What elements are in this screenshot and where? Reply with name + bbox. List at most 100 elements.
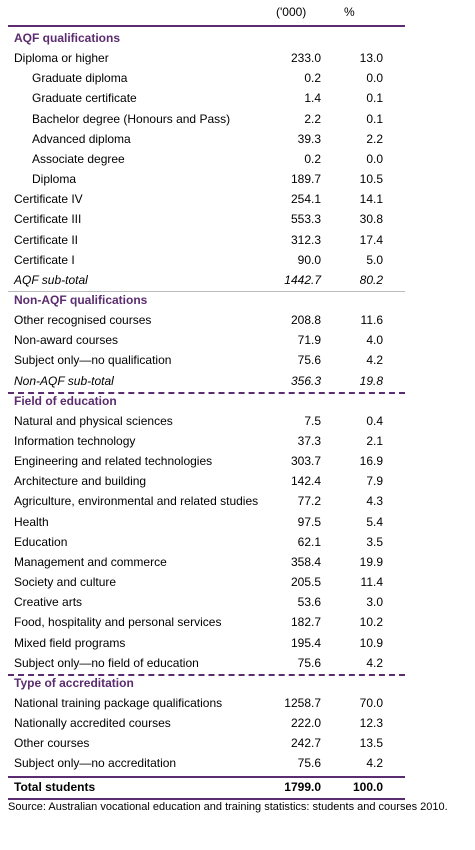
thousands-cell: 77.2 (297, 494, 321, 509)
percent-cell: 10.9 (359, 635, 383, 650)
percent-cell: 4.2 (366, 353, 383, 368)
row-label: Other recognised courses (14, 313, 152, 328)
source-note: Source: Australian vocational education … (8, 800, 448, 813)
table-row: Engineering and related technologies 303.… (8, 451, 405, 471)
row-label: Certificate III (14, 212, 82, 227)
table-row: Other recognised courses 208.8 11.6 (8, 310, 405, 330)
thousands-cell: 2.2 (304, 111, 321, 126)
row-label: Graduate certificate (32, 91, 137, 106)
thousands-cell: 53.6 (297, 595, 321, 610)
row-label: Subject only—no field of education (14, 655, 199, 670)
percent-cell: 11.4 (360, 575, 383, 590)
percent-cell: 0.1 (366, 91, 383, 106)
table-row: AQF sub-total 1442.7 80.2 (8, 270, 405, 290)
thousands-cell: 208.8 (290, 313, 321, 328)
row-label: Other courses (14, 736, 90, 751)
percent-cell: 4.3 (366, 494, 383, 509)
thousands-cell: 358.4 (290, 554, 321, 569)
percent-cell: 5.4 (366, 514, 383, 529)
row-label: Information technology (14, 434, 136, 448)
thousands-cell: 1258.7 (284, 695, 321, 710)
thousands-cell: 75.6 (297, 655, 321, 670)
header-rule (8, 25, 405, 27)
thousands-cell: 90.0 (297, 252, 321, 267)
table-row: Associate degree 0.2 0.0 (8, 149, 405, 169)
row-label: Associate degree (32, 151, 125, 166)
row-label: Mixed field programs (14, 635, 126, 650)
percent-cell: 30.8 (359, 212, 383, 227)
thousands-cell: 37.3 (297, 434, 321, 448)
total-rule (8, 775, 405, 778)
thousands-cell: 1799.0 (284, 779, 321, 794)
section-rule (8, 290, 405, 292)
percent-cell: 4.0 (366, 333, 383, 348)
percent-cell: 19.9 (359, 554, 383, 569)
row-label: Engineering and related technologies (14, 454, 213, 469)
table-row: Subject only—no qualification 75.6 4.2 (8, 350, 405, 370)
percent-cell: 0.4 (366, 413, 383, 428)
thousands-cell: 75.6 (297, 353, 321, 368)
table-row: Graduate certificate 1.4 0.1 (8, 88, 405, 108)
table-row: Management and commerce 358.4 19.9 (8, 552, 405, 572)
section-label: AQF qualifications (14, 31, 121, 45)
thousands-cell: 39.3 (297, 131, 321, 146)
section-label: Field of education (14, 393, 117, 408)
row-label: National training package qualifications (14, 695, 223, 710)
row-label: Bachelor degree (Honours and Pass) (32, 111, 231, 126)
bottom-rule (8, 797, 405, 800)
percent-cell: 0.0 (366, 151, 383, 166)
percent-cell: 3.0 (366, 595, 383, 610)
percent-cell: 10.5 (359, 172, 383, 187)
table-row: Non-award courses 71.9 4.0 (8, 330, 405, 350)
thousands-cell: 97.5 (297, 514, 321, 529)
row-label: Certificate II (14, 232, 79, 247)
section-rule (8, 673, 405, 676)
table-row: Total students 1799.0 100.0 (8, 777, 405, 797)
thousands-cell: 312.3 (290, 232, 321, 247)
table-row: Diploma 189.7 10.5 (8, 169, 405, 189)
table-row: Society and culture 205.5 11.4 (8, 572, 405, 592)
table-row: Diploma or higher 233.0 13.0 (8, 48, 405, 68)
thousands-cell: 75.6 (297, 756, 321, 771)
table-row: Food, hospitality and personal services 1… (8, 612, 405, 632)
table-row: Advanced diploma 39.3 2.2 (8, 129, 405, 149)
row-label: Diploma or higher (14, 51, 109, 66)
percent-cell: 16.9 (359, 454, 383, 469)
row-label: Diploma (32, 172, 77, 187)
thousands-cell: 71.9 (297, 333, 321, 348)
row-label: Agriculture, environmental and related s… (14, 494, 259, 509)
percent-cell: 4.2 (366, 756, 383, 771)
table-row: National training package qualifications… (8, 693, 405, 713)
row-label: Non-AQF sub-total (14, 373, 114, 388)
percent-cell: 70.0 (359, 695, 383, 710)
row-label: Management and commerce (14, 554, 167, 569)
table-row: Information technology 37.3 2.1 (8, 431, 405, 451)
percent-cell: 7.9 (366, 474, 383, 489)
percent-cell: 2.1 (366, 434, 383, 448)
table-row: Health 97.5 5.4 (8, 512, 405, 532)
percent-cell: 13.0 (359, 51, 383, 66)
row-label: Graduate diploma (32, 71, 128, 86)
section-rule (8, 391, 405, 394)
thousands-cell: 1442.7 (284, 272, 321, 287)
percent-cell: 2.2 (366, 131, 383, 146)
thousands-cell: 233.0 (290, 51, 321, 66)
section-label: Type of accreditation (14, 675, 134, 690)
table-row: Subject only—no accreditation 75.6 4.2 (8, 753, 405, 773)
table-row: Education 62.1 3.5 (8, 532, 405, 552)
table-row: Other courses 242.7 13.5 (8, 733, 405, 753)
thousands-cell: 553.3 (290, 212, 321, 227)
table-row: Non-AQF sub-total 356.3 19.8 (8, 371, 405, 391)
percent-cell: 80.2 (359, 272, 383, 287)
row-label: Subject only—no qualification (14, 353, 172, 368)
row-label: Education (14, 534, 68, 549)
percent-cell: 11.6 (360, 313, 383, 328)
row-label: Food, hospitality and personal services (14, 615, 222, 630)
row-label: Certificate IV (14, 192, 83, 207)
row-label: Creative arts (14, 595, 83, 610)
table-row: Mixed field programs 195.4 10.9 (8, 633, 405, 653)
thousands-cell: 0.2 (304, 71, 321, 86)
thousands-cell: 254.1 (290, 192, 321, 207)
thousands-cell: 205.5 (290, 575, 321, 590)
thousands-cell: 0.2 (304, 151, 321, 166)
